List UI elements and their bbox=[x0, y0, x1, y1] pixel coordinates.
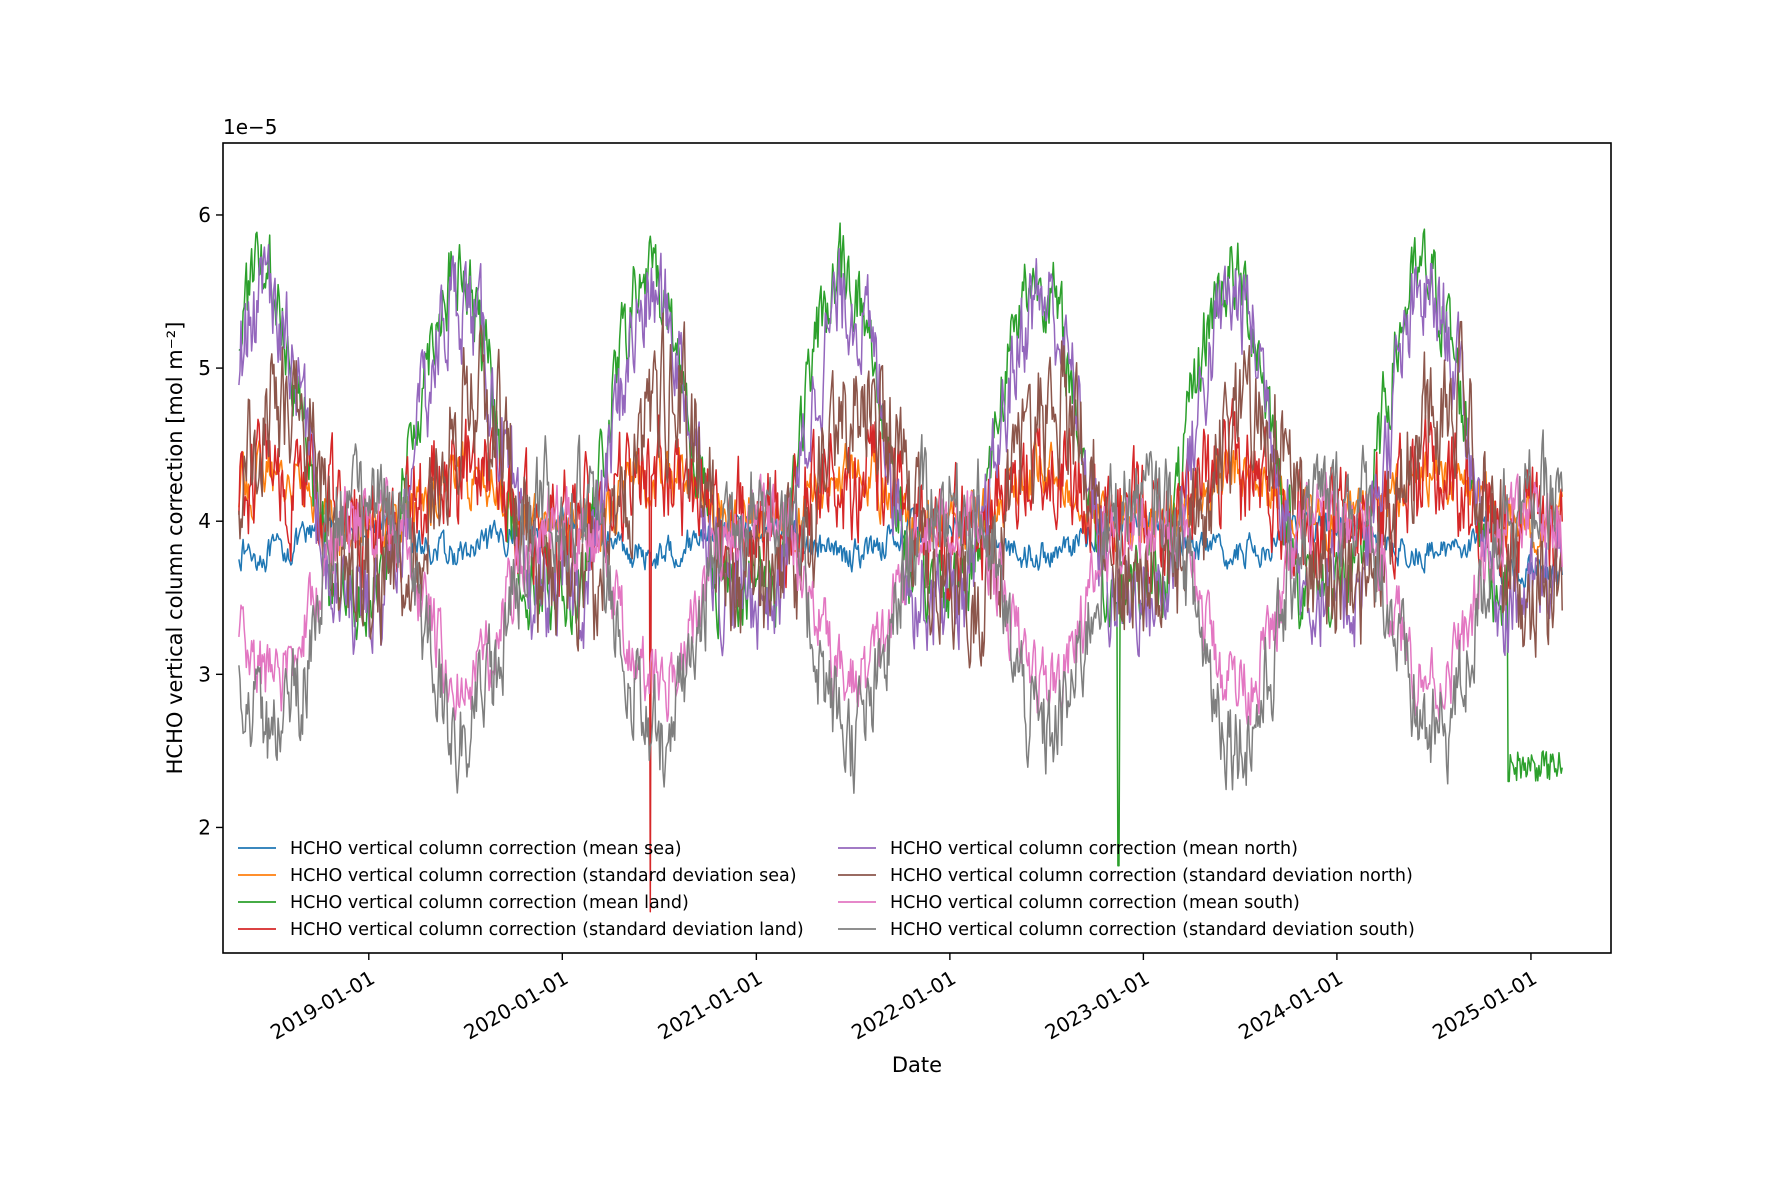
legend-label-5: HCHO vertical column correction (mean no… bbox=[890, 839, 1298, 859]
y-axis-label: HCHO vertical column correction [mol m⁻²… bbox=[163, 322, 187, 775]
series-layer bbox=[238, 222, 1563, 913]
y-tick-label: 3 bbox=[198, 662, 211, 686]
y-axis-offset-text: 1e−5 bbox=[223, 115, 278, 139]
x-axis-label: Date bbox=[892, 1053, 942, 1077]
legend-label-2: HCHO vertical column correction (standar… bbox=[290, 866, 797, 886]
y-axis: 2 3 4 5 6 bbox=[198, 203, 223, 839]
legend-label-8: HCHO vertical column correction (standar… bbox=[890, 920, 1415, 940]
legend-label-7: HCHO vertical column correction (mean so… bbox=[890, 893, 1300, 913]
series-line-7 bbox=[238, 471, 1563, 726]
y-tick-label: 4 bbox=[198, 509, 211, 533]
series-line-8 bbox=[238, 429, 1563, 794]
y-tick-label: 2 bbox=[198, 815, 211, 839]
series-line-4 bbox=[238, 398, 1563, 913]
y-tick-label: 6 bbox=[198, 203, 211, 227]
legend-label-3: HCHO vertical column correction (mean la… bbox=[290, 893, 689, 913]
legend-label-1: HCHO vertical column correction (mean se… bbox=[290, 839, 682, 859]
legend: HCHO vertical column correction (mean se… bbox=[238, 839, 1415, 940]
legend-label-4: HCHO vertical column correction (standar… bbox=[290, 920, 804, 940]
y-tick-label: 5 bbox=[198, 356, 211, 380]
plot-frame bbox=[222, 142, 1612, 954]
series-line-6 bbox=[238, 312, 1563, 669]
legend-label-6: HCHO vertical column correction (standar… bbox=[890, 866, 1413, 886]
